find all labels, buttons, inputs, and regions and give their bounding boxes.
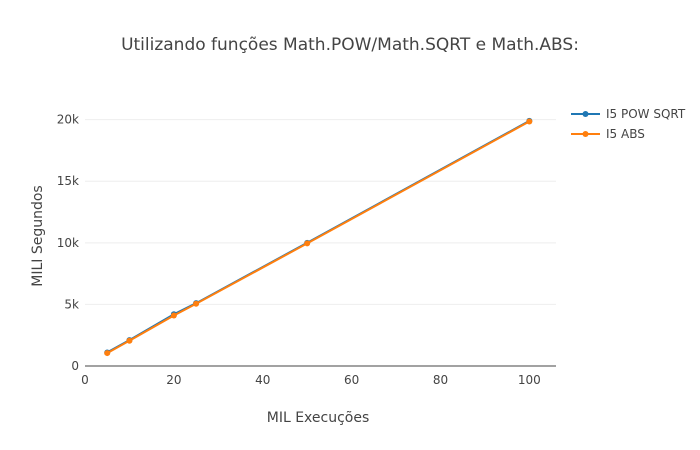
x-axis-title: MIL Execuções <box>267 410 370 426</box>
data-point[interactable] <box>170 312 177 319</box>
series-1 <box>104 118 533 357</box>
chart-title: Utilizando funções Math.POW/Math.SQRT e … <box>121 35 579 55</box>
y-tick-label: 15k <box>57 174 79 188</box>
axes: 0 5k 10k 15k 20k 0 20 40 60 80 100 <box>57 113 556 387</box>
y-tick-label: 20k <box>57 113 79 127</box>
x-tick-label: 80 <box>433 373 448 387</box>
plot-series <box>104 117 533 357</box>
data-point[interactable] <box>193 300 200 307</box>
legend[interactable]: I5 POW SQRT I5 ABS <box>571 107 686 141</box>
legend-item[interactable]: I5 POW SQRT <box>571 107 686 121</box>
x-tick-label: 60 <box>344 373 359 387</box>
grid-lines <box>85 119 556 305</box>
x-tick-label: 100 <box>518 373 541 387</box>
legend-marker <box>582 131 589 137</box>
data-point[interactable] <box>526 118 533 125</box>
y-tick-label: 10k <box>57 236 79 250</box>
x-tick-label: 40 <box>255 373 270 387</box>
legend-label: I5 POW SQRT <box>606 107 686 121</box>
data-point[interactable] <box>304 240 311 247</box>
y-tick-label: 5k <box>64 297 79 311</box>
x-tick-label: 0 <box>81 373 89 387</box>
data-point[interactable] <box>126 337 133 344</box>
y-axis-title: MILI Segundos <box>30 185 46 286</box>
series-line <box>106 120 530 354</box>
data-point[interactable] <box>104 350 111 357</box>
x-tick-label: 20 <box>166 373 181 387</box>
y-tick-label: 0 <box>71 359 79 373</box>
legend-item[interactable]: I5 ABS <box>571 127 645 141</box>
legend-marker <box>582 111 589 117</box>
legend-label: I5 ABS <box>606 127 645 141</box>
